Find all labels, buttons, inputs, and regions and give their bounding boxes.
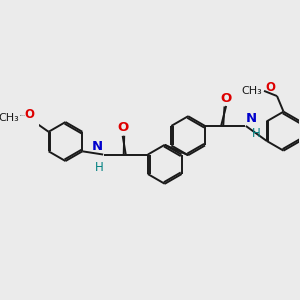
Text: H: H bbox=[252, 127, 261, 140]
Text: O: O bbox=[25, 108, 35, 121]
Text: CH₃: CH₃ bbox=[241, 86, 262, 96]
Text: CH₃: CH₃ bbox=[0, 112, 19, 122]
Text: O: O bbox=[221, 92, 232, 105]
Text: H: H bbox=[94, 161, 103, 174]
Text: N: N bbox=[92, 140, 103, 153]
Text: methoxy: methoxy bbox=[20, 114, 26, 116]
Text: O: O bbox=[265, 81, 275, 94]
Text: N: N bbox=[246, 112, 257, 125]
Text: O: O bbox=[117, 121, 128, 134]
